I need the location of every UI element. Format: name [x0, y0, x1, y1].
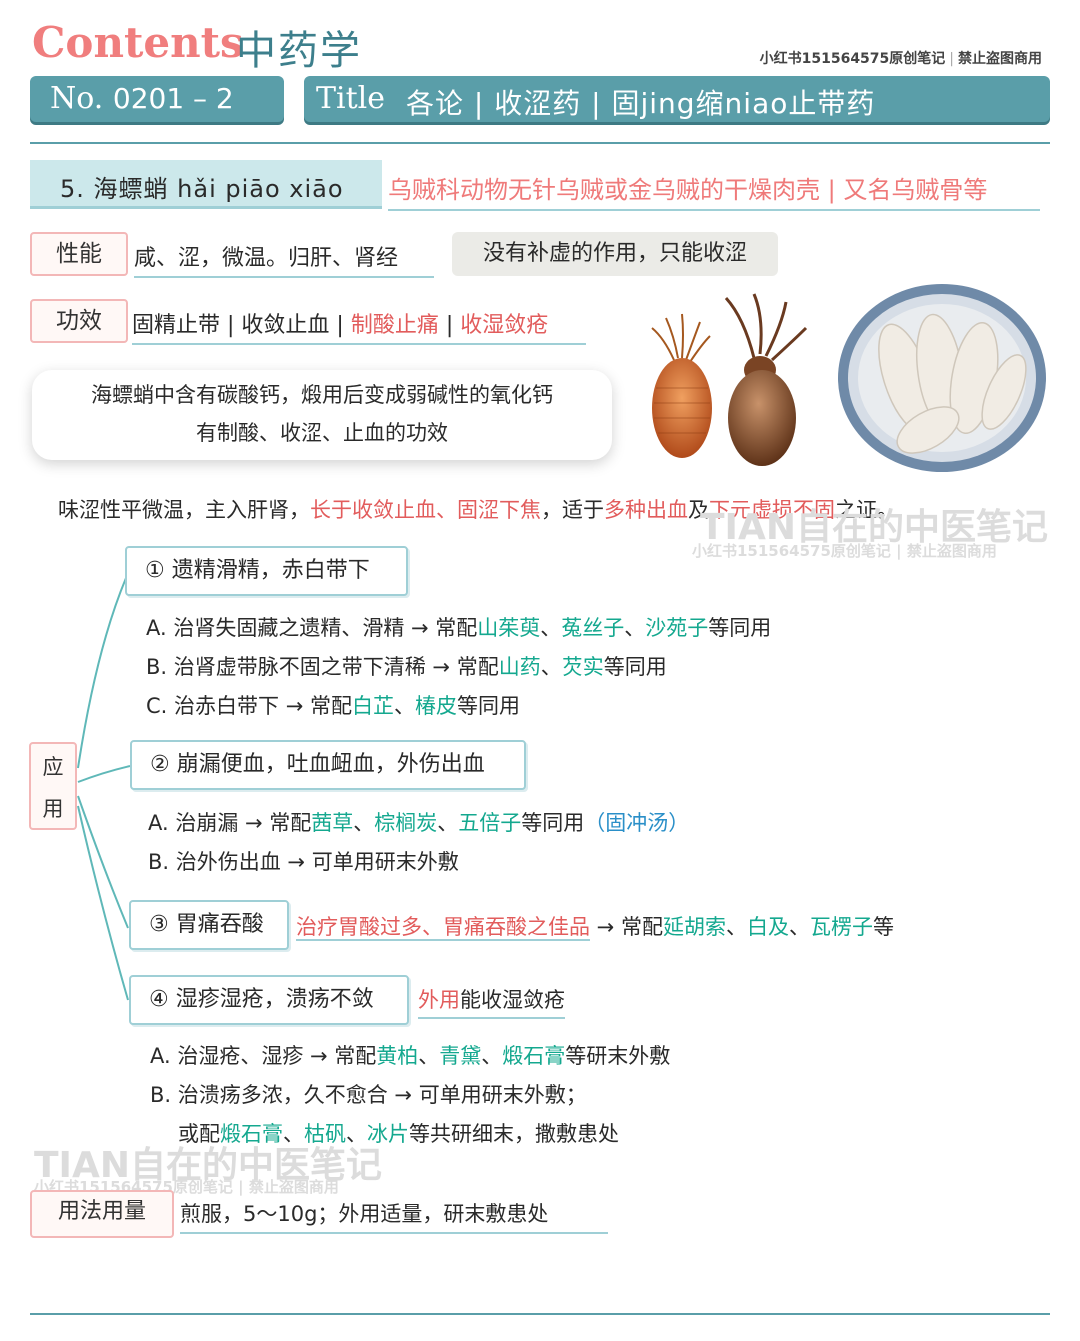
section-1-line-a: A. 治肾失固藏之遗精、滑精 → 常配山茱萸、菟丝子、沙苑子等同用: [146, 616, 772, 640]
cuttlebone-plate-photo: [838, 284, 1046, 472]
usage-value: 煎服，5～10g；外用适量，研末敷患处: [180, 1198, 608, 1234]
section-4-box: ④ 湿疹湿疮，溃疡不敛: [129, 975, 409, 1025]
herb-name-box: 5. 海螵蛸 hǎi piāo xiāo: [30, 160, 382, 209]
watermark: TIAN自在的中医笔记: [34, 1145, 382, 1186]
summary-text: 及: [688, 498, 709, 522]
summary-text: ，适于: [541, 498, 604, 522]
contents-heading: Contents: [32, 18, 244, 67]
summary-line: 味涩性平微温，主入肝肾，长于收敛止血、固涩下焦，适于多种出血及下元虚损不固之证。: [58, 494, 898, 524]
section-3-desc: 治疗胃酸过多、胃痛吞酸之佳品 → 常配延胡索、白及、瓦楞子等: [296, 915, 894, 941]
info-bubble: 海螵蛸中含有碳酸钙，煅用后变成弱碱性的氧化钙 有制酸、收涩、止血的功效: [32, 370, 612, 460]
title-label: Title: [316, 81, 386, 116]
efficacy-item-2: 收敛止血: [241, 313, 330, 338]
cuttlefish-illustration: [651, 293, 808, 466]
copyright-note-a: 小红书151564575原创笔记: [759, 51, 946, 67]
properties-tag: 性能: [30, 232, 128, 276]
properties-note: 没有补虚的作用，只能收涩: [452, 232, 778, 276]
section-1-line-b: B. 治肾虚带脉不固之带下清稀 → 常配山药、芡实等同用: [146, 655, 667, 679]
copyright-note: 小红书151564575原创笔记 | 禁止盗图商用: [759, 51, 1042, 67]
header-divider: [30, 142, 1050, 144]
properties-value: 咸、涩，微温。归肝、肾经: [134, 240, 434, 278]
section-4-desc: 外用能收湿敛疮: [418, 984, 565, 1019]
section-2-box: ② 崩漏便血，吐血衄血，外伤出血: [130, 740, 526, 790]
herb-name: 5. 海螵蛸 hǎi piāo xiāo: [60, 175, 344, 203]
info-bubble-line-2: 有制酸、收涩、止血的功效: [196, 421, 448, 445]
number-label: No. 0201 – 2: [50, 81, 234, 116]
watermark: TIAN自在的中医笔记: [700, 507, 1048, 548]
application-tag-char: 用: [42, 797, 64, 821]
efficacy-sep: |: [220, 313, 242, 338]
efficacy-tag: 功效: [30, 299, 128, 343]
efficacy-sep: |: [438, 313, 461, 338]
application-tag-char: 应: [42, 755, 64, 779]
title-bar: Title 各论 | 收涩药 | 固jing缩niao止带药: [304, 76, 1050, 122]
application-tag: 应 用: [29, 742, 77, 830]
section-2-line-b: B. 治外伤出血 → 可单用研末外敷: [148, 850, 459, 874]
section-1-box: ① 遗精滑精，赤白带下: [125, 546, 408, 596]
summary-text: 味涩性平微温，主入肝肾，: [58, 498, 310, 522]
efficacy-item-3: 制酸止痛: [350, 313, 439, 338]
copyright-note-b: 禁止盗图商用: [958, 51, 1042, 67]
efficacy-item-1: 固精止带: [132, 313, 221, 338]
info-bubble-line-1: 海螵蛸中含有碳酸钙，煅用后变成弱碱性的氧化钙: [91, 383, 553, 407]
section-1-line-c: C. 治赤白带下 → 常配白芷、椿皮等同用: [146, 694, 520, 718]
efficacy-sep: |: [329, 313, 351, 338]
summary-highlight: 多种出血: [604, 498, 688, 522]
number-value: 0201 – 2: [112, 82, 234, 115]
title-value: 各论 | 收涩药 | 固jing缩niao止带药: [406, 87, 876, 120]
usage-tag: 用法用量: [30, 1190, 174, 1238]
efficacy-item-4: 收湿敛疮: [460, 313, 549, 338]
number-bar: No. 0201 – 2: [30, 76, 284, 122]
section-4-line-b: B. 治溃疡多浓，久不愈合 → 可单用研末外敷；: [150, 1083, 587, 1107]
footer-divider: [30, 1313, 1050, 1315]
section-4-line-a: A. 治湿疮、湿疹 → 常配黄柏、青黛、煅石膏等研末外敷: [150, 1044, 671, 1068]
section-4-line-c: 或配煅石膏、枯矾、冰片等共研细末，撒敷患处: [178, 1122, 619, 1146]
summary-highlight: 长于收敛止血、固涩下焦: [310, 498, 541, 522]
summary-highlight: 下元虚损不固: [709, 498, 835, 522]
watermark-sub: 小红书151564575原创笔记 | 禁止盗图商用: [692, 542, 997, 560]
subject-heading: 中药学: [236, 28, 362, 74]
herb-source: 乌贼科动物无针乌贼或金乌贼的干燥肉壳 | 又名乌贼骨等: [388, 170, 1040, 211]
section-2-line-a: A. 治崩漏 → 常配茜草、棕榈炭、五倍子等同用（固冲汤）: [148, 811, 690, 835]
efficacy-value: 固精止带 | 收敛止血 | 制酸止痛 | 收湿敛疮: [132, 307, 586, 345]
section-3-box: ③ 胃痛吞酸: [129, 900, 289, 950]
summary-text: 之证。: [835, 498, 898, 522]
